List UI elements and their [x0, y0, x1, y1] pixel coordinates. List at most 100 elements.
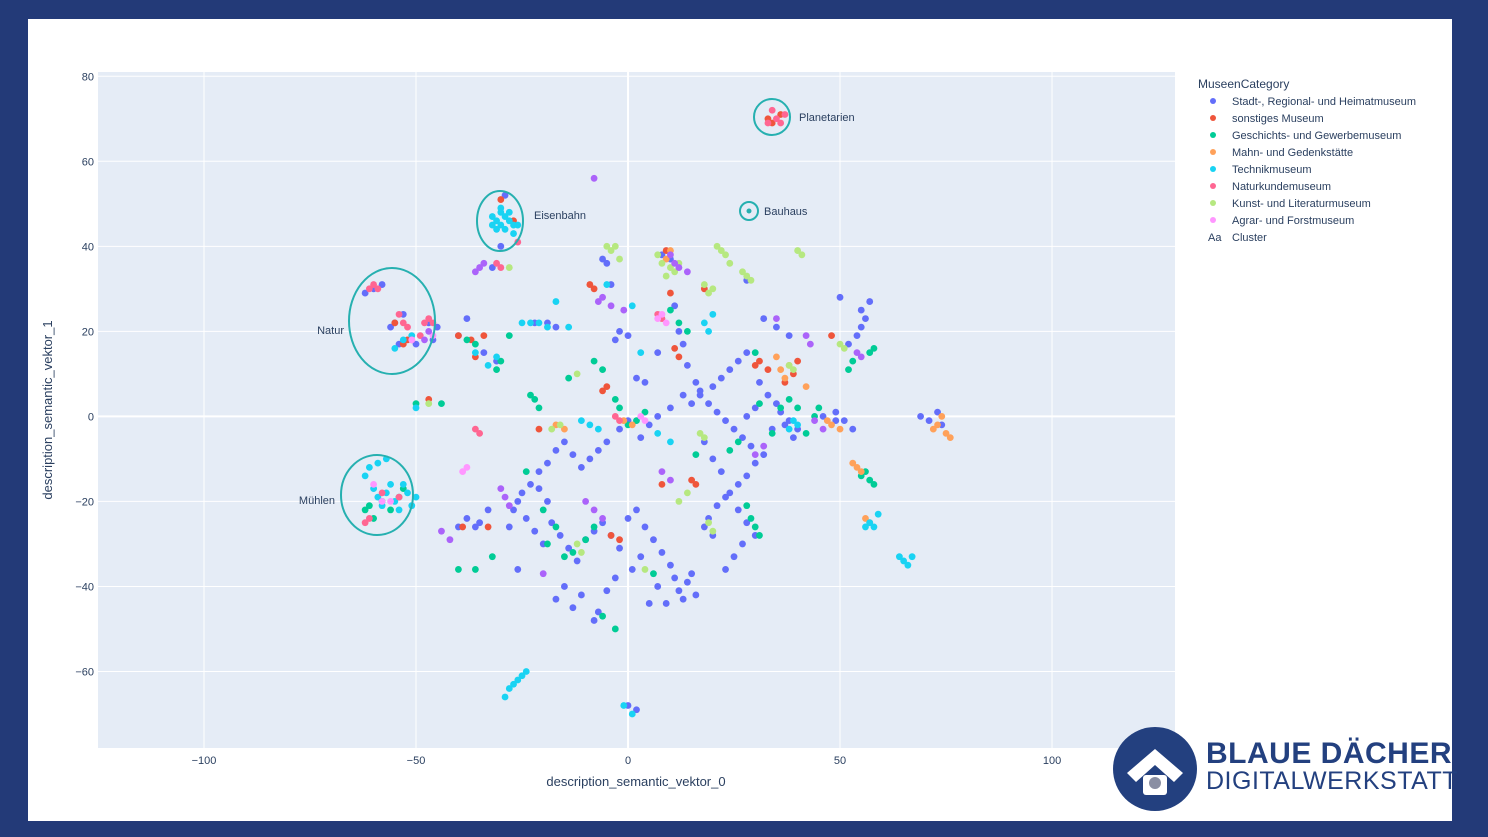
data-point[interactable]: [616, 255, 623, 263]
data-point[interactable]: [764, 391, 772, 399]
data-point[interactable]: [552, 446, 560, 454]
data-point[interactable]: [387, 323, 394, 331]
data-point[interactable]: [603, 587, 611, 595]
data-point[interactable]: [751, 349, 759, 357]
data-point[interactable]: [866, 298, 874, 305]
data-point[interactable]: [683, 327, 691, 335]
data-point[interactable]: [522, 668, 530, 675]
data-point[interactable]: [535, 404, 543, 412]
data-point[interactable]: [531, 527, 539, 535]
data-point[interactable]: [484, 361, 492, 369]
data-point[interactable]: [802, 429, 810, 437]
data-point[interactable]: [756, 378, 763, 386]
data-point[interactable]: [730, 553, 738, 561]
data-point[interactable]: [510, 680, 517, 688]
data-point[interactable]: [518, 672, 526, 680]
data-point[interactable]: [514, 221, 522, 229]
data-point[interactable]: [497, 264, 505, 271]
data-point[interactable]: [671, 574, 679, 582]
data-point[interactable]: [611, 574, 619, 582]
data-point[interactable]: [938, 412, 946, 420]
data-point[interactable]: [700, 434, 708, 442]
data-point[interactable]: [688, 570, 696, 578]
data-point[interactable]: [662, 272, 670, 280]
data-point[interactable]: [751, 451, 759, 459]
data-point[interactable]: [471, 349, 479, 357]
data-point[interactable]: [552, 298, 560, 305]
data-point[interactable]: [832, 417, 840, 425]
data-point[interactable]: [836, 340, 844, 348]
data-point[interactable]: [611, 336, 619, 344]
data-point[interactable]: [611, 412, 619, 420]
data-point[interactable]: [548, 425, 556, 433]
data-point[interactable]: [785, 395, 793, 403]
data-point[interactable]: [484, 523, 492, 531]
data-point[interactable]: [552, 595, 560, 603]
data-point[interactable]: [802, 332, 810, 339]
data-point[interactable]: [760, 451, 768, 459]
data-point[interactable]: [361, 472, 369, 480]
data-point[interactable]: [866, 349, 874, 357]
data-point[interactable]: [603, 242, 611, 250]
data-point[interactable]: [688, 476, 696, 484]
data-point[interactable]: [849, 357, 857, 365]
data-point[interactable]: [594, 608, 602, 616]
data-point[interactable]: [946, 434, 954, 442]
data-point[interactable]: [637, 349, 645, 357]
data-points[interactable]: [361, 106, 954, 718]
data-point[interactable]: [603, 281, 611, 288]
data-point[interactable]: [862, 515, 869, 522]
data-point[interactable]: [751, 459, 759, 467]
data-point[interactable]: [764, 119, 772, 127]
data-point[interactable]: [692, 481, 700, 488]
data-point[interactable]: [590, 523, 598, 531]
data-point[interactable]: [662, 600, 670, 607]
data-point[interactable]: [365, 285, 373, 293]
data-point[interactable]: [425, 315, 433, 322]
data-point[interactable]: [459, 468, 467, 476]
data-point[interactable]: [365, 502, 373, 510]
data-point[interactable]: [866, 519, 874, 527]
data-point[interactable]: [476, 429, 484, 437]
data-point[interactable]: [518, 489, 526, 497]
data-point[interactable]: [828, 332, 835, 339]
data-point[interactable]: [641, 417, 649, 425]
data-point[interactable]: [862, 523, 869, 531]
data-point[interactable]: [675, 498, 683, 505]
data-point[interactable]: [582, 498, 590, 505]
data-point[interactable]: [756, 357, 763, 365]
data-point[interactable]: [743, 502, 751, 510]
data-point[interactable]: [845, 340, 852, 348]
data-point[interactable]: [561, 438, 568, 446]
data-point[interactable]: [616, 536, 623, 544]
data-point[interactable]: [463, 463, 471, 471]
data-point[interactable]: [857, 468, 865, 476]
data-point[interactable]: [709, 310, 717, 318]
data-point[interactable]: [840, 417, 848, 425]
data-point[interactable]: [552, 523, 560, 531]
data-point[interactable]: [683, 361, 691, 369]
data-point[interactable]: [471, 523, 479, 531]
data-point[interactable]: [620, 306, 628, 314]
data-point[interactable]: [590, 174, 598, 182]
data-point[interactable]: [658, 310, 666, 318]
data-point[interactable]: [870, 344, 878, 352]
data-point[interactable]: [925, 417, 933, 425]
data-point[interactable]: [692, 378, 700, 386]
data-point[interactable]: [768, 429, 776, 437]
data-point[interactable]: [480, 349, 488, 357]
data-point[interactable]: [599, 515, 606, 522]
data-point[interactable]: [658, 481, 666, 488]
data-point[interactable]: [722, 251, 729, 259]
data-point[interactable]: [438, 400, 445, 408]
data-point[interactable]: [675, 264, 683, 271]
data-point[interactable]: [361, 506, 369, 514]
data-point[interactable]: [942, 429, 950, 437]
data-point[interactable]: [611, 242, 619, 250]
data-point[interactable]: [853, 349, 861, 357]
data-point[interactable]: [764, 366, 772, 374]
data-point[interactable]: [365, 463, 373, 471]
data-point[interactable]: [416, 332, 424, 339]
data-point[interactable]: [518, 319, 526, 327]
data-point[interactable]: [900, 557, 908, 565]
